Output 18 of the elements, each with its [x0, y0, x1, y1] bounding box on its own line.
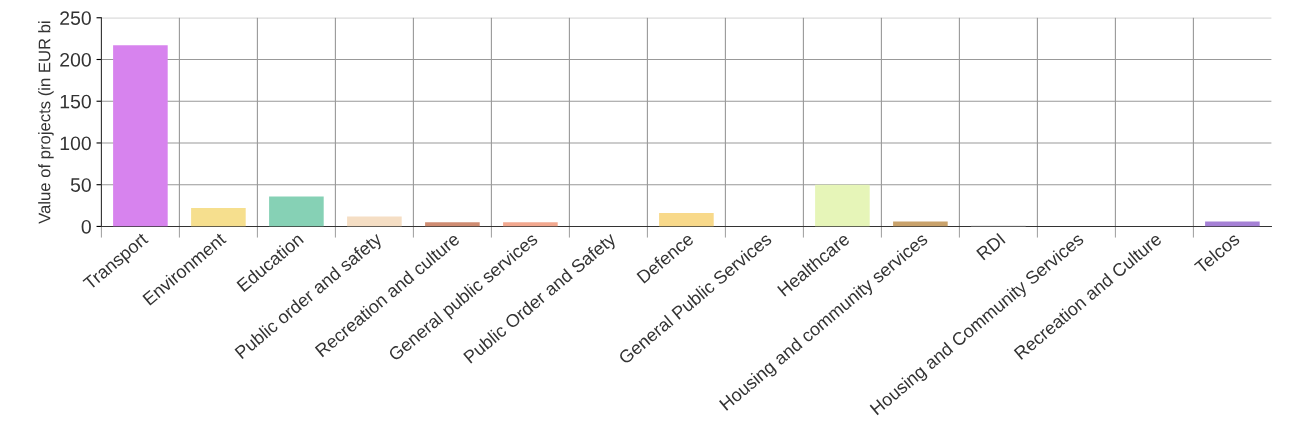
y-tick-label: 200 [60, 52, 91, 67]
x-tick-label: RDI [976, 232, 1006, 261]
bar [269, 196, 324, 227]
y-tick-label: 150 [60, 94, 91, 109]
bar [347, 216, 402, 227]
y-tick-label: 100 [60, 136, 91, 151]
y-axis-title: Value of projects (in EUR bi [38, 21, 54, 224]
y-tick-label: 250 [60, 11, 91, 25]
bar [113, 45, 168, 227]
bar [503, 222, 558, 227]
bar [425, 222, 480, 227]
bar [893, 221, 948, 227]
bar [659, 213, 714, 227]
y-tick-label: 50 [70, 178, 91, 192]
bar [191, 208, 246, 227]
y-tick-label: 0 [81, 219, 91, 234]
bar [815, 184, 870, 227]
bar [1205, 221, 1260, 227]
